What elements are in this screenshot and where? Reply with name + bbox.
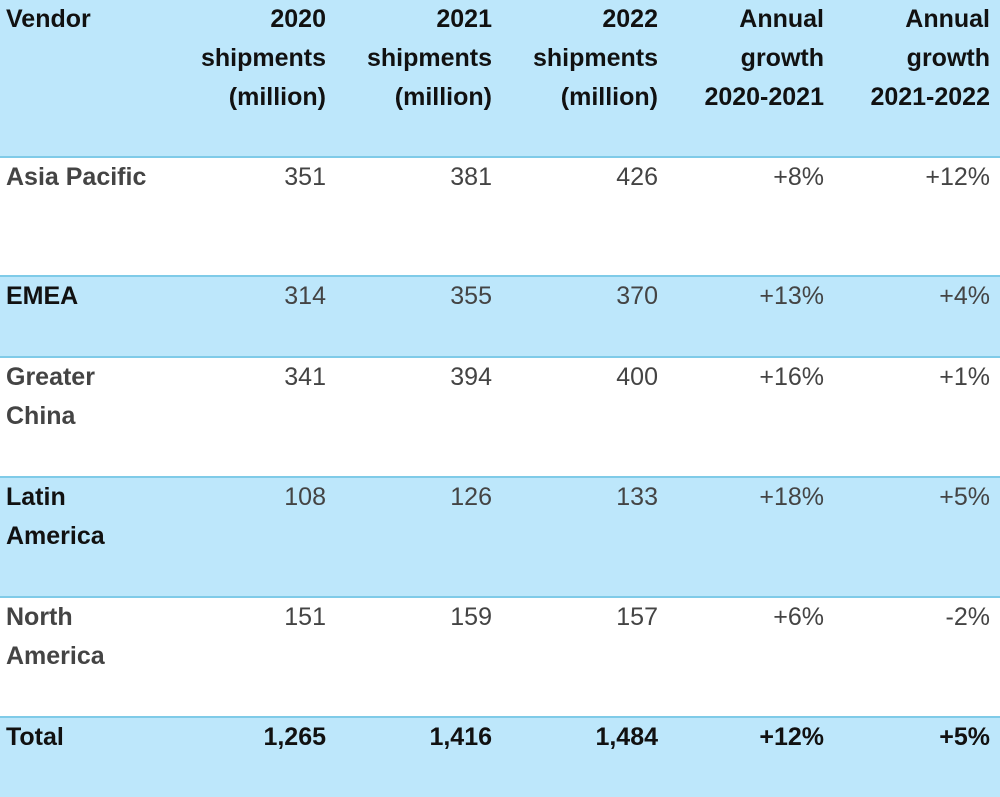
total-row: Total 1,265 1,416 1,484 +12% +5% [0,717,1000,797]
table-row: Latin America 108 126 133 +18% +5% [0,477,1000,597]
cell-2020: 314 [284,282,326,310]
header-2022-shipments: 2022 shipments (million) [532,5,658,111]
cell-growth-2021-2022: +12% [925,163,990,191]
header-growth-2020-2021: Annual growth 2020-2021 [704,5,824,111]
cell-growth-2020-2021: +13% [759,282,824,310]
table-row: Asia Pacific 351 381 426 +8% +12% [0,157,1000,276]
cell-2021: 126 [450,483,492,511]
cell-2022: 133 [616,483,658,511]
cell-2021: 394 [450,363,492,391]
cell-2021: 355 [450,282,492,310]
cell-2021: 159 [450,603,492,631]
table-row: North America 151 159 157 +6% -2% [0,597,1000,717]
cell-2020: 351 [284,163,326,191]
row-label: EMEA [6,282,79,310]
header-row: Vendor 2020 shipments (million) 2021 shi… [0,0,1000,157]
cell-2022: 426 [616,163,658,191]
row-label: Latin America [6,483,105,550]
header-growth-2021-2022: Annual growth 2021-2022 [870,5,990,111]
cell-growth-2021-2022: +1% [939,363,990,391]
row-label: North America [6,603,105,670]
header-2020-shipments: 2020 shipments (million) [200,5,326,111]
cell-growth-2020-2021: +18% [759,483,824,511]
cell-2020: 1,265 [263,723,326,751]
cell-growth-2021-2022: +4% [939,282,990,310]
header-2021-shipments: 2021 shipments (million) [366,5,492,111]
header-vendor: Vendor [6,5,91,33]
cell-growth-2021-2022: +5% [939,483,990,511]
cell-2022: 1,484 [595,723,658,751]
cell-2022: 157 [616,603,658,631]
cell-2022: 370 [616,282,658,310]
table-row: EMEA 314 355 370 +13% +4% [0,276,1000,357]
cell-growth-2020-2021: +6% [773,603,824,631]
cell-2020: 151 [284,603,326,631]
cell-2021: 381 [450,163,492,191]
cell-2020: 341 [284,363,326,391]
cell-2021: 1,416 [429,723,492,751]
cell-growth-2020-2021: +8% [773,163,824,191]
cell-growth-2020-2021: +16% [759,363,824,391]
cell-2020: 108 [284,483,326,511]
row-label: Asia Pacific [6,163,147,191]
cell-2022: 400 [616,363,658,391]
cell-growth-2020-2021: +12% [759,723,824,751]
table-row: Greater China 341 394 400 +16% +1% [0,357,1000,477]
row-label: Greater China [6,363,95,430]
cell-growth-2021-2022: -2% [945,603,990,631]
row-label: Total [6,723,64,751]
cell-growth-2021-2022: +5% [939,723,990,751]
